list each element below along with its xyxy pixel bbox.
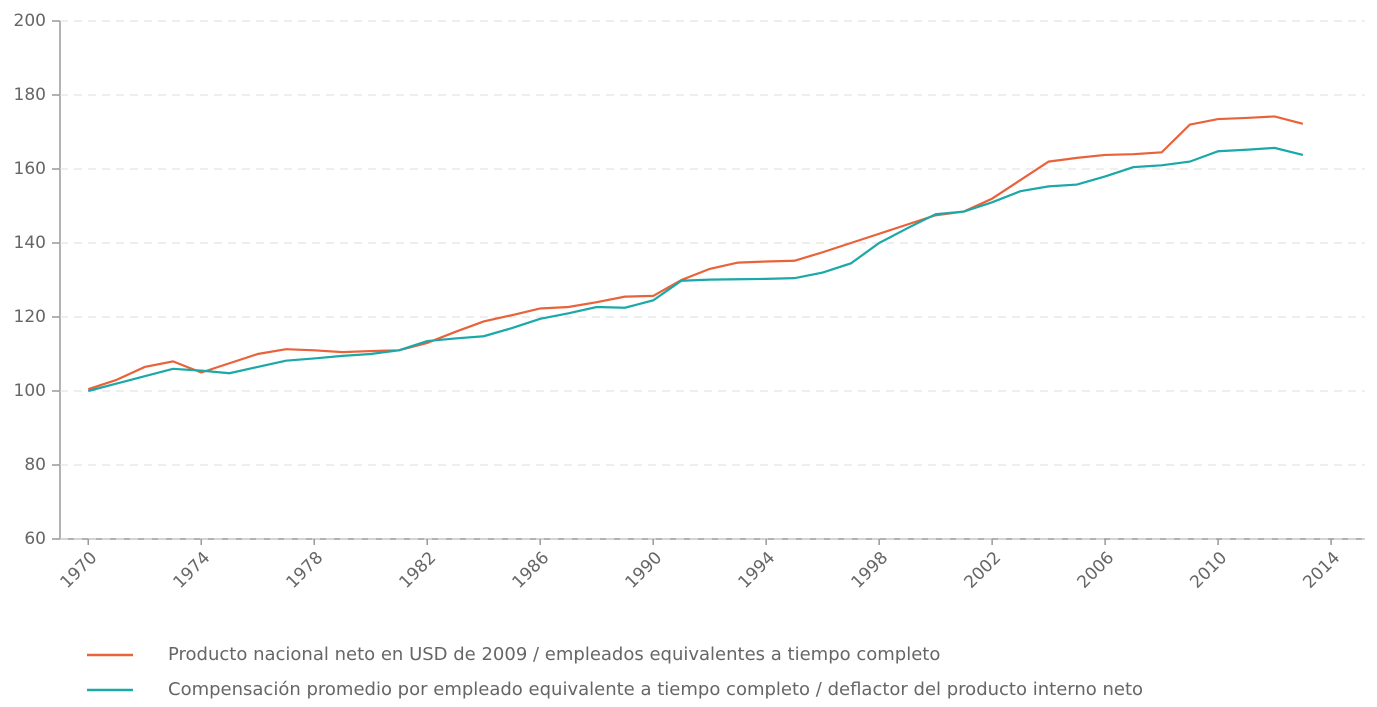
x-tick-label: 1974 [170,548,215,593]
x-tick-label: 1982 [396,548,441,593]
x-tick-label: 1986 [509,548,554,593]
y-tick-label: 100 [14,381,46,401]
x-tick-label: 1978 [283,548,328,593]
series-line [87,115,1304,391]
x-tick-label: 2002 [960,548,1005,593]
series-line [87,146,1304,393]
x-tick-label: 1998 [847,548,892,593]
legend-label: Producto nacional neto en USD de 2009 / … [168,644,940,665]
x-tick-label: 2014 [1299,548,1344,593]
x-tick-label: 1970 [57,548,102,593]
y-tick-label: 120 [14,307,46,327]
x-tick-label: 1990 [622,548,667,593]
x-tick-label: 2006 [1073,548,1118,593]
y-tick-label: 80 [24,455,46,475]
x-tick-label: 2010 [1186,548,1231,593]
legend-label: Compensación promedio por empleado equiv… [168,679,1143,700]
y-tick-label: 140 [14,233,46,253]
y-tick-label: 180 [14,85,46,105]
x-tick-label: 1994 [735,548,780,593]
y-tick-label: 200 [14,11,46,31]
y-tick-label: 160 [14,159,46,179]
y-tick-label: 60 [24,529,46,549]
